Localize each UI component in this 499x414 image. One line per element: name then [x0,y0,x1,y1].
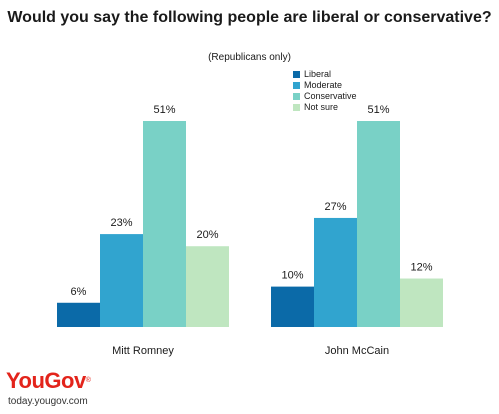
bar-mitt-romney-conservative [143,121,186,327]
data-label-john-mccain-liberal: 10% [281,270,303,282]
category-label-john-mccain: John McCain [325,345,389,357]
legend-item-moderate: Moderate [293,80,357,91]
source-url: today.yougov.com [8,396,88,407]
bar-john-mccain-conservative [357,121,400,327]
legend-label: Moderate [304,80,343,90]
data-label-john-mccain-conservative: 51% [367,104,389,116]
legend-swatch [293,104,300,111]
legend-swatch [293,71,300,78]
legend-item-not-sure: Not sure [293,102,357,113]
bar-mitt-romney-not-sure [186,246,229,327]
legend-label: Liberal [304,69,332,79]
bar-mitt-romney-moderate [100,234,143,327]
legend-label: Not sure [304,102,339,112]
legend-item-conservative: Conservative [293,91,357,102]
yougov-logo: YouGov® [6,368,91,393]
data-label-mitt-romney-liberal: 6% [71,286,87,298]
legend: Liberal Moderate Conservative Not sure [293,69,357,113]
data-label-john-mccain-moderate: 27% [324,201,346,213]
bar-john-mccain-liberal [271,286,314,327]
category-label-mitt-romney: Mitt Romney [112,345,174,357]
legend-swatch [293,93,300,100]
legend-label: Conservative [304,91,357,101]
chart-title: Would you say the following people are l… [7,9,492,26]
data-label-mitt-romney-not-sure: 20% [196,229,218,241]
data-label-mitt-romney-moderate: 23% [110,217,132,229]
bar-john-mccain-moderate [314,217,357,327]
legend-swatch [293,82,300,89]
data-label-mitt-romney-conservative: 51% [153,104,175,116]
chart-subtitle: (Republicans only) [208,52,291,63]
data-label-john-mccain-not-sure: 12% [410,262,432,274]
bar-john-mccain-not-sure [400,278,443,327]
bar-mitt-romney-liberal [57,302,100,327]
legend-item-liberal: Liberal [293,69,357,80]
